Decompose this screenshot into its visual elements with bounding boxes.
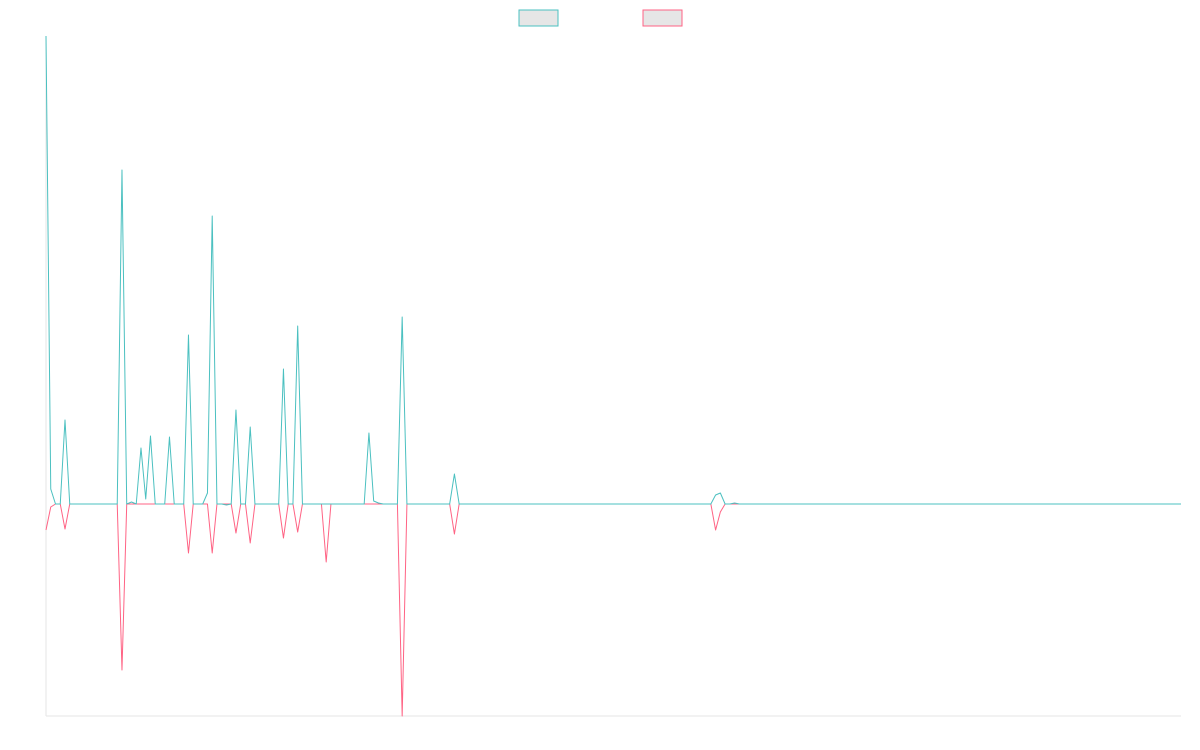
legend-swatch [518,9,559,27]
series-line [45,35,1181,506]
legend-swatch [642,9,683,27]
series-line [45,503,1181,717]
